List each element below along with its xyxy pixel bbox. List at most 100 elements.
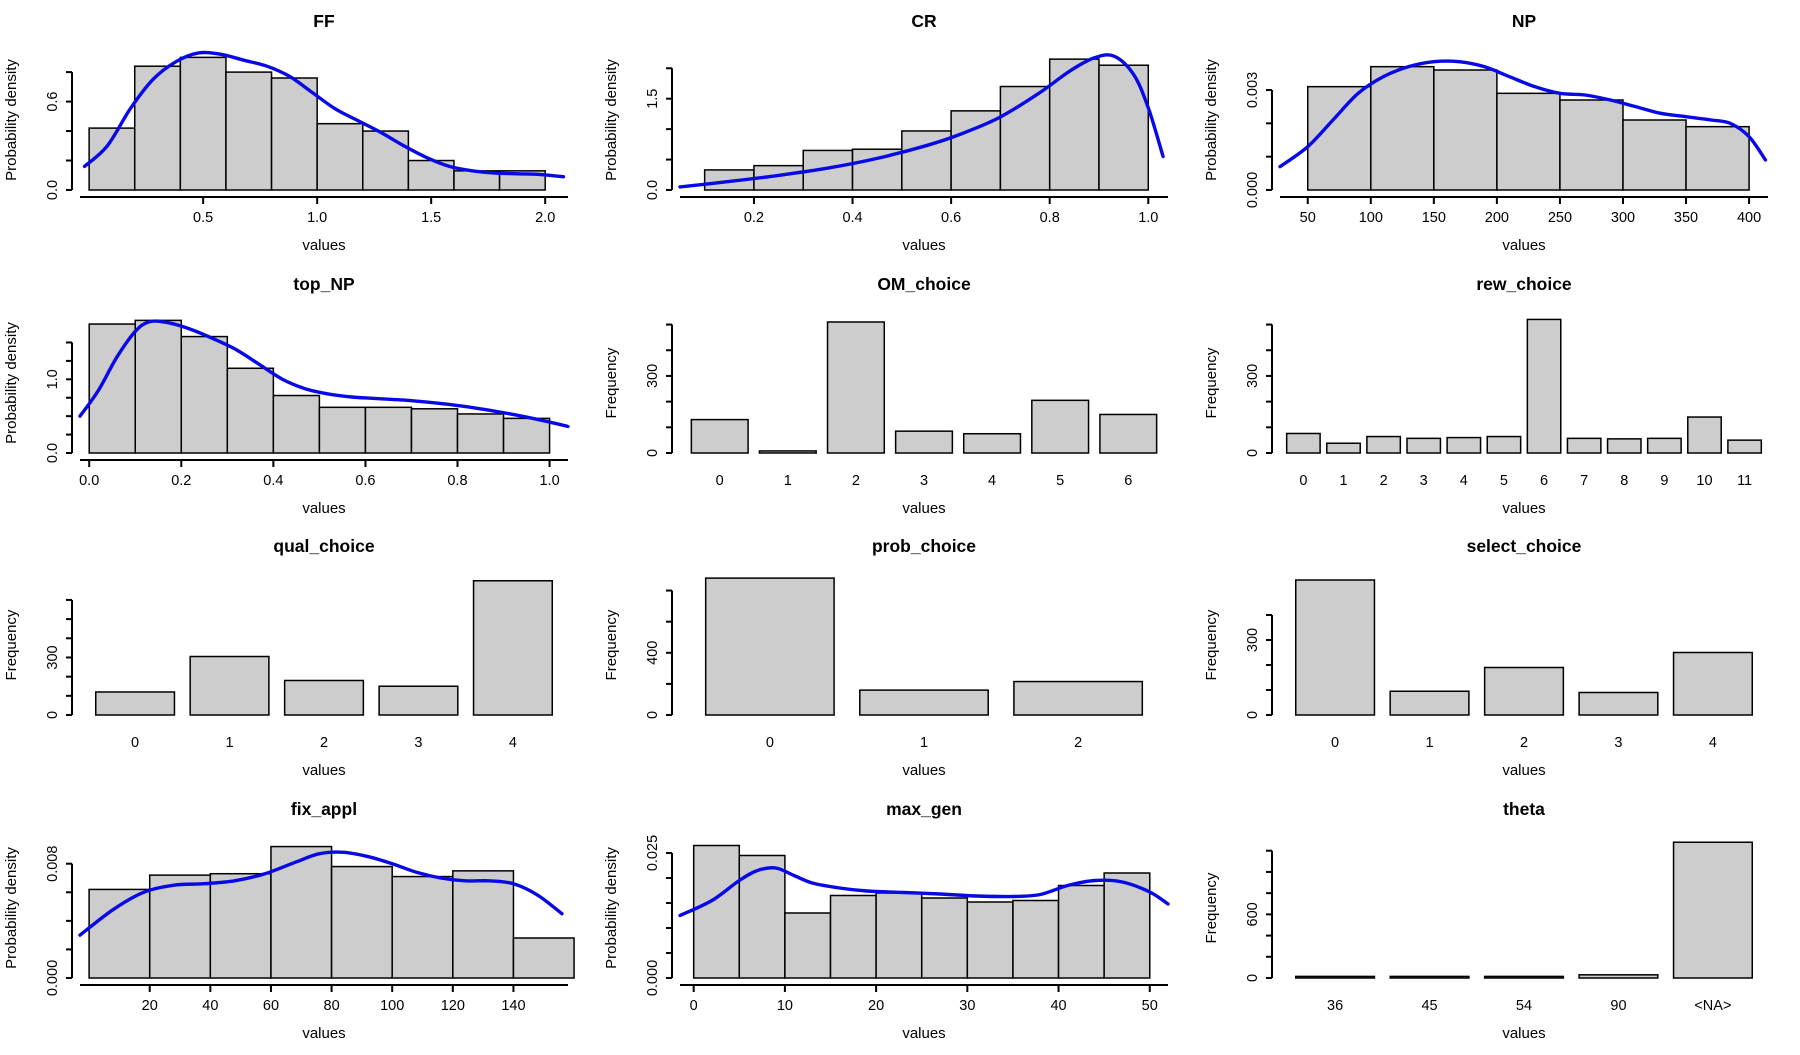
y-tick-label: 300 — [45, 645, 61, 669]
x-tick-label: 0 — [690, 998, 698, 1014]
x-axis-label: values — [302, 1025, 345, 1042]
bar — [1526, 318, 1562, 454]
panel-title: qual_choice — [273, 536, 374, 556]
x-category-label: 5 — [1500, 473, 1508, 489]
panel-title: rew_choice — [1476, 274, 1572, 294]
panel-title: OM_choice — [877, 274, 971, 294]
x-tick-label: 0.2 — [744, 210, 764, 226]
histogram-bar — [362, 130, 410, 191]
y-axis-label: Frequency — [3, 609, 20, 680]
bar — [1483, 666, 1565, 716]
histogram-bar — [180, 335, 229, 454]
y-tick-label: 0.0 — [45, 442, 61, 462]
x-category-label: 2 — [1074, 735, 1082, 751]
y-tick-label: 0.6 — [45, 91, 61, 111]
panel-CR: CR Probability density values 0.0 1.5 0.2 0.4 0… — [600, 0, 1200, 263]
y-axis — [1266, 849, 1273, 979]
panel-title: top_NP — [293, 274, 355, 294]
y-tick-label: 600 — [1245, 902, 1261, 926]
panel-title: FF — [313, 11, 335, 31]
y-tick-label: 0 — [1245, 711, 1261, 719]
x-tick-label: 2.0 — [535, 210, 555, 226]
panel-qual_choice: qual_choice Frequency values 0 300 0 1 2 3 4 — [0, 525, 600, 788]
y-axis — [666, 589, 673, 716]
y-axis — [1266, 89, 1273, 191]
x-tick-label: 10 — [777, 998, 793, 1014]
x-axis — [680, 983, 1168, 992]
x-tick-label: 0.4 — [263, 473, 283, 489]
x-axis-label: values — [902, 762, 945, 779]
y-axis-label: Probability density — [3, 59, 20, 181]
x-axis — [1280, 196, 1768, 204]
panel-prob_choice: prob_choice Frequency values 0 400 0 1 2 — [600, 525, 1200, 788]
histogram-bar — [452, 869, 515, 979]
x-tick-label: 0.5 — [193, 210, 213, 226]
x-category-label: 54 — [1516, 998, 1532, 1014]
x-category-label: 1 — [1426, 735, 1434, 751]
histogram-bar — [316, 122, 364, 191]
histogram-bar — [829, 894, 877, 979]
y-tick-label: 0.000 — [1245, 172, 1261, 208]
x-category-label: <NA> — [1694, 998, 1731, 1014]
y-axis — [66, 862, 73, 979]
bar — [472, 580, 554, 716]
x-axis-label: values — [902, 237, 945, 254]
x-category-label: 5 — [1056, 473, 1064, 489]
x-category-label: 6 — [1540, 473, 1548, 489]
histogram-bar — [148, 873, 212, 979]
x-category-label: 3 — [1614, 735, 1622, 751]
x-category-label: 4 — [1709, 735, 1717, 751]
histogram-bar — [270, 845, 333, 979]
panel-qual_choice-chart: qual_choice Frequency values 0 300 0 1 2 3 4 — [3, 536, 554, 779]
density-curve — [678, 865, 1170, 917]
histogram-bar — [330, 865, 393, 979]
y-axis-label: Frequency — [603, 347, 620, 418]
histogram-bar — [920, 896, 969, 979]
histogram-bar — [1103, 871, 1151, 979]
panel-title: max_gen — [886, 799, 962, 819]
density-curve — [82, 50, 566, 179]
x-category-label: 1 — [1339, 473, 1347, 489]
x-tick-label: 20 — [142, 998, 158, 1014]
x-tick-label: 80 — [324, 998, 340, 1014]
bar — [758, 449, 817, 454]
y-axis — [66, 71, 73, 191]
bars — [690, 320, 1158, 454]
x-category-label: 0 — [131, 735, 139, 751]
histogram-bar — [88, 322, 136, 454]
y-tick-label: 0.008 — [45, 845, 61, 881]
density-curve — [1278, 59, 1768, 169]
y-tick-label: 0 — [645, 448, 661, 456]
bar — [1578, 691, 1659, 716]
y-tick-label: 0 — [1245, 448, 1261, 456]
x-category-label: 2 — [320, 735, 328, 751]
x-tick-label: 1.5 — [421, 210, 441, 226]
bar — [283, 679, 365, 716]
bar — [1031, 399, 1090, 454]
bar — [1099, 413, 1158, 454]
bars — [692, 844, 1151, 979]
bar — [690, 418, 749, 454]
y-axis — [666, 851, 673, 979]
histogram-bar — [1370, 65, 1435, 191]
panel-title: CR — [911, 11, 937, 31]
y-tick-label: 0.0 — [45, 180, 61, 200]
bar — [1566, 437, 1602, 454]
x-category-label: 0 — [716, 473, 724, 489]
bar — [1606, 437, 1642, 454]
panel-prob_choice-chart: prob_choice Frequency values 0 400 0 1 2 — [603, 536, 1144, 779]
x-tick-label: 1.0 — [539, 473, 559, 489]
bars — [88, 319, 551, 454]
x-tick-label: 1.0 — [1138, 210, 1158, 226]
x-category-label: 7 — [1580, 473, 1588, 489]
histogram-bar — [1433, 69, 1498, 191]
bars — [1285, 318, 1763, 454]
histogram-bar — [88, 888, 151, 979]
x-tick-label: 30 — [959, 998, 975, 1014]
x-axis-label: values — [1502, 237, 1545, 254]
x-category-label: 11 — [1737, 473, 1752, 489]
panel-select_choice-chart: select_choice Frequency values 0 300 0 1 2 3 4 — [1203, 536, 1754, 779]
y-axis — [666, 323, 673, 454]
y-axis — [1266, 614, 1273, 716]
y-axis-label: Probability density — [3, 321, 20, 443]
